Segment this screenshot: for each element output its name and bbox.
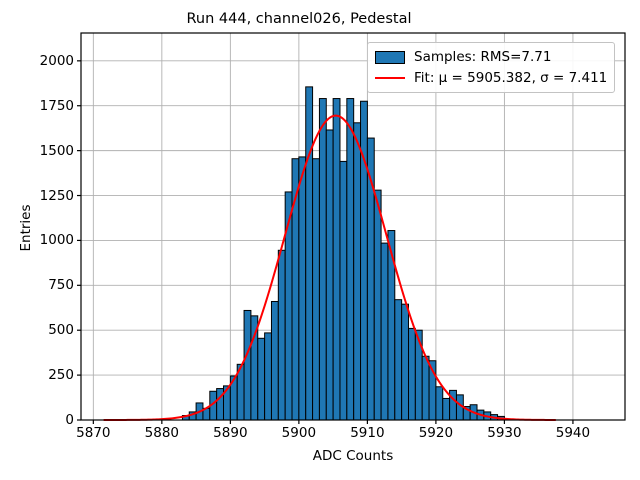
y-tick-label: 1000 bbox=[39, 232, 74, 249]
legend-samples-label: Samples: RMS=7.71 bbox=[414, 49, 552, 66]
y-tick-label: 0 bbox=[65, 412, 74, 428]
x-axis-label: ADC Counts bbox=[312, 448, 394, 464]
x-tick-label: 5890 bbox=[213, 425, 248, 441]
x-tick-label: 5910 bbox=[350, 425, 385, 441]
x-tick-label: 5920 bbox=[418, 425, 454, 441]
fit-line-swatch-icon bbox=[375, 76, 405, 79]
legend-entry-samples: Samples: RMS=7.71 bbox=[375, 47, 607, 68]
y-tick-label: 1750 bbox=[39, 97, 74, 114]
x-tick-label: 5880 bbox=[144, 425, 180, 441]
samples-swatch-icon bbox=[375, 50, 405, 64]
y-tick-label: 1250 bbox=[39, 187, 74, 204]
y-tick-label: 750 bbox=[48, 277, 74, 294]
x-tick-label: 5930 bbox=[487, 425, 522, 441]
legend-entry-fit: Fit: μ = 5905.382, σ = 7.411 bbox=[375, 68, 607, 89]
y-tick-label: 2000 bbox=[39, 52, 74, 69]
y-tick-label: 500 bbox=[48, 322, 74, 339]
x-tick-label: 5870 bbox=[76, 425, 111, 441]
chart-title: Run 444, channel026, Pedestal bbox=[186, 11, 412, 27]
y-axis-label: Entries bbox=[18, 204, 34, 252]
y-tick-label: 1500 bbox=[39, 142, 74, 159]
legend: Samples: RMS=7.71 Fit: μ = 5905.382, σ =… bbox=[367, 42, 615, 93]
y-tick-label: 250 bbox=[48, 367, 74, 384]
x-tick-label: 5900 bbox=[281, 425, 317, 441]
legend-fit-label: Fit: μ = 5905.382, σ = 7.411 bbox=[414, 69, 608, 86]
x-tick-label: 5940 bbox=[555, 425, 591, 441]
